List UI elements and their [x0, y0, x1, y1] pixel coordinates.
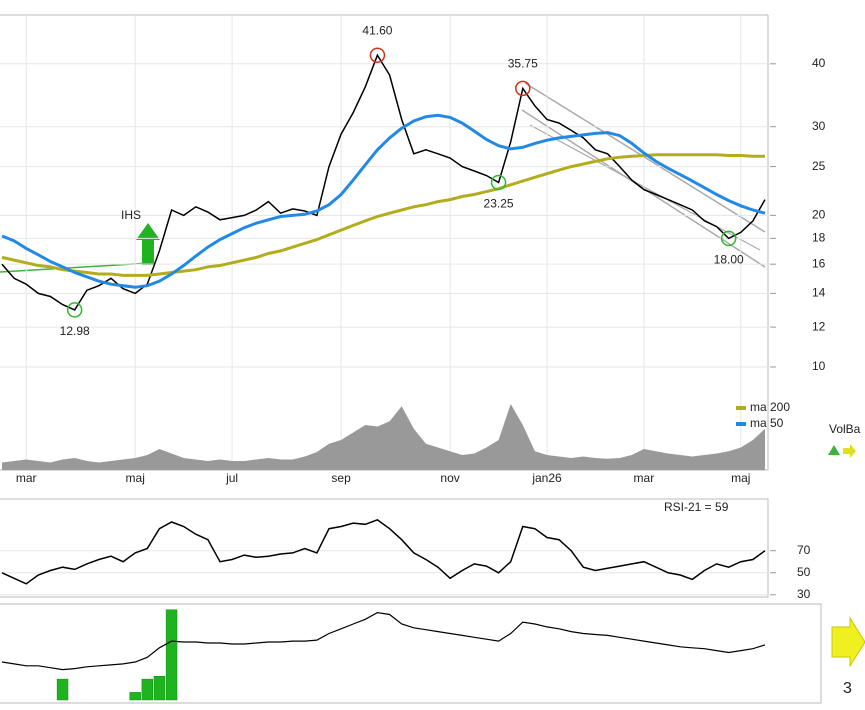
- extreme-marker: [515, 80, 531, 97]
- moving-average: [1, 113, 766, 289]
- bar: [141, 678, 154, 701]
- y-tick-label: 12: [812, 319, 826, 333]
- y-tick-label: 25: [812, 159, 826, 173]
- y-tick-label: 30: [797, 587, 811, 601]
- channel-line: [529, 124, 761, 251]
- indicator-line: [1, 611, 766, 671]
- bar: [129, 692, 141, 701]
- rsi-title: RSI-21 = 59: [664, 500, 729, 514]
- rsi-frame: [0, 498, 769, 598]
- x-tick-label: mar: [634, 471, 655, 485]
- channel-line: [524, 82, 766, 233]
- volume-label: VolBa: [829, 422, 861, 436]
- x-tick-label: jul: [225, 471, 238, 485]
- x-tick-label: sep: [331, 471, 351, 485]
- x-tick-label: mar: [16, 471, 37, 485]
- y-tick-label: 16: [812, 256, 826, 270]
- y-tick-label: 40: [812, 56, 826, 70]
- price-line: [1, 53, 766, 311]
- value-label: 12.98: [60, 324, 90, 338]
- y-tick-label: 30: [812, 119, 826, 133]
- bar: [165, 609, 178, 701]
- x-tick-label: maj: [126, 471, 145, 485]
- x-tick-label: nov: [440, 471, 459, 485]
- volume-area: [2, 404, 765, 470]
- signal-value: 3: [843, 680, 852, 697]
- moving-average: [1, 153, 765, 277]
- value-label: 41.60: [362, 23, 392, 37]
- extreme-marker: [66, 302, 83, 318]
- y-tick-label: 20: [812, 208, 826, 222]
- rsi-line: [1, 518, 766, 585]
- extreme-marker: [369, 47, 386, 63]
- y-tick-label: 10: [812, 359, 826, 373]
- pattern-label: IHS: [121, 208, 141, 222]
- legend-label: ma 200: [750, 400, 790, 414]
- bottom-frame: [0, 603, 822, 704]
- extreme-marker: [490, 174, 507, 191]
- y-tick-label: 18: [812, 231, 826, 245]
- bar: [56, 678, 69, 701]
- y-tick-label: 70: [797, 543, 811, 557]
- legend-label: ma 50: [750, 416, 784, 430]
- value-label: 23.25: [484, 197, 514, 211]
- value-label: 35.75: [508, 57, 538, 71]
- x-tick-label: maj: [731, 471, 750, 485]
- extreme-marker: [720, 230, 737, 247]
- x-tick-label: jan26: [531, 471, 562, 485]
- signal-arrow: [831, 616, 865, 668]
- vol-icon: [843, 444, 856, 458]
- y-tick-label: 14: [812, 286, 826, 300]
- ihs-arrow: [136, 223, 160, 265]
- value-label: 18.00: [714, 253, 744, 267]
- y-tick-label: 50: [797, 565, 811, 579]
- vol-icon: [828, 445, 840, 455]
- bar: [153, 676, 166, 701]
